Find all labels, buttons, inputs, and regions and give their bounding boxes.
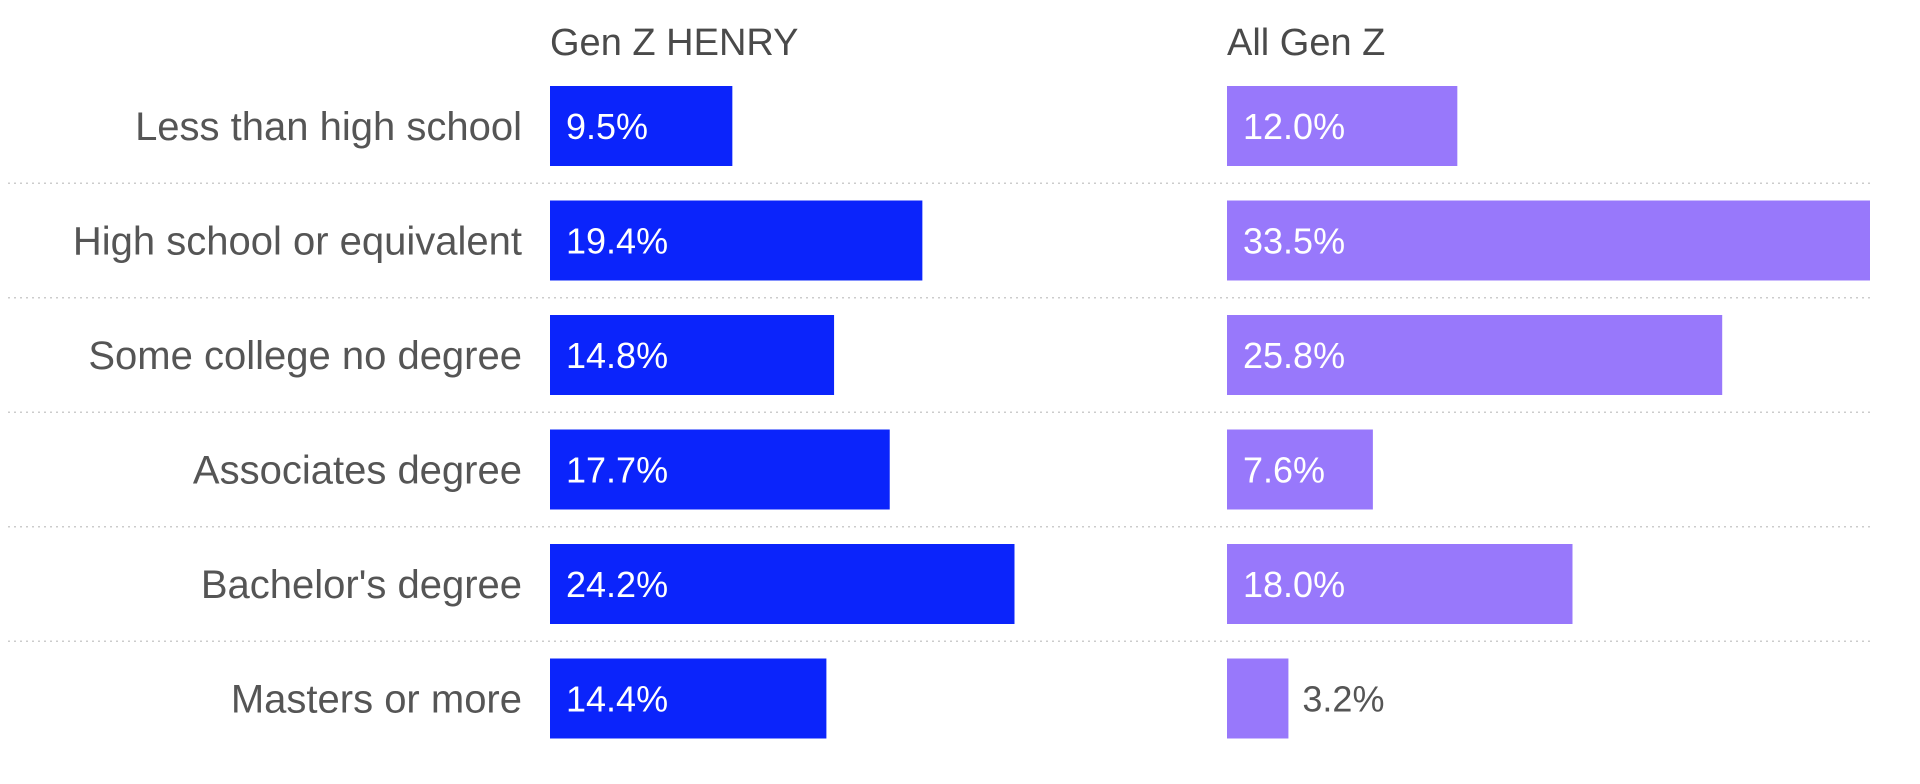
category-label: Masters or more (231, 678, 522, 722)
category-label: Associates degree (193, 449, 522, 493)
bar (1227, 429, 1373, 510)
value-label: 24.2% (566, 564, 668, 605)
row-separators (8, 182, 1872, 642)
bar (1227, 200, 1870, 281)
bar (1227, 658, 1289, 739)
value-label: 17.7% (566, 450, 668, 491)
bar (550, 200, 923, 281)
value-label: 25.8% (1243, 335, 1345, 376)
value-label: 33.5% (1243, 221, 1345, 262)
bar (550, 315, 835, 395)
bar (550, 658, 827, 739)
category-label: High school or equivalent (73, 220, 522, 264)
value-label: 3.2% (1302, 679, 1384, 720)
category-label: Less than high school (135, 105, 522, 149)
bar (550, 429, 890, 510)
panel-title-gen-z-henry: Gen Z HENRY (550, 22, 798, 64)
value-label: 7.6% (1243, 450, 1325, 491)
bars (550, 86, 1870, 739)
category-label: Bachelor's degree (201, 563, 522, 607)
category-label: Some college no degree (88, 334, 522, 378)
bar (550, 86, 733, 166)
panel-title-all-gen-z: All Gen Z (1227, 22, 1385, 64)
value-label: 14.8% (566, 335, 668, 376)
panel-titles: Gen Z HENRY All Gen Z (550, 22, 1385, 64)
bar (1227, 544, 1573, 624)
value-label: 9.5% (566, 106, 648, 147)
value-labels: 9.5% 12.0% 19.4% 33.5% 14.8% 25.8% 17.7% 7.6% 24… (566, 106, 1384, 720)
value-label: 12.0% (1243, 106, 1345, 147)
value-label: 14.4% (566, 679, 668, 720)
value-label: 18.0% (1243, 564, 1345, 605)
value-label: 19.4% (566, 221, 668, 262)
bar (1227, 86, 1458, 166)
bar (1227, 315, 1723, 395)
category-labels: Less than high school High school or equi… (73, 105, 522, 722)
bar (550, 544, 1015, 624)
